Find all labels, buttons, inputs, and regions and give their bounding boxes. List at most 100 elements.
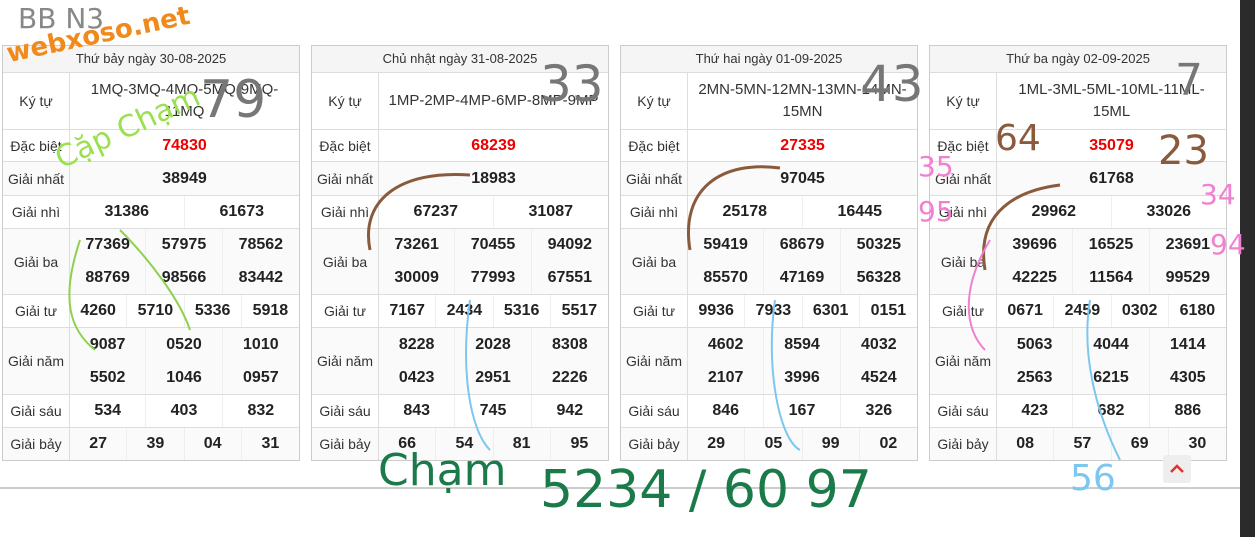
- row-label: Giải bảy: [312, 428, 379, 460]
- prize-number: 4032: [861, 335, 897, 353]
- prize-values: 35079: [997, 130, 1226, 161]
- code-row: Ký tự 1MQ-3MQ-4MQ-5MQ-9MQ-11MQ: [3, 72, 299, 129]
- prize-row: Giải tư 9936 7933 6301 0151: [621, 294, 917, 327]
- prize-values: 4260 5710 5336 5918: [70, 295, 299, 327]
- prize-number: 94092: [547, 236, 593, 254]
- prize-number: 25178: [688, 196, 803, 228]
- prize-values: 534 403 832: [70, 395, 299, 427]
- prize-row: Giải nhì 31386 61673: [3, 195, 299, 228]
- prize-values: 9087 0520 1010 5502 1046 0957: [70, 328, 299, 394]
- prize-values: 29962 33026: [997, 196, 1226, 228]
- prize-number: 42225: [997, 261, 1074, 294]
- prize-row: Giải nhất 97045: [621, 161, 917, 195]
- results-area: Thứ bảy ngày 30-08-2025 Ký tự 1MQ-3MQ-4MQ-…: [0, 45, 1240, 489]
- prize-number: 8594: [764, 328, 841, 361]
- prize-number: 423: [997, 395, 1074, 427]
- prize-number: 2434: [436, 295, 494, 327]
- table-date: Thứ ba ngày 02-09-2025: [930, 46, 1226, 72]
- prize-values: 27335: [688, 130, 917, 161]
- prize-row: Giải ba 39696 16525 23691 42225 11564 99529: [930, 228, 1226, 294]
- handwritten-note: 5234 / 60 97: [540, 460, 872, 520]
- prize-row: Giải nhất 61768: [930, 161, 1226, 195]
- prize-number: 4260: [70, 295, 128, 327]
- prize-number: 3996: [764, 361, 841, 394]
- prize-values: 67237 31087: [379, 196, 608, 228]
- row-label: Giải ba: [3, 229, 70, 294]
- prize-values: 39696 16525 23691 42225 11564 99529: [997, 229, 1226, 294]
- prize-row: Giải ba 73261 70455 94092 30009 77993 67551: [312, 228, 608, 294]
- prize-number: 2951: [455, 361, 532, 394]
- prize-number: 832: [247, 402, 275, 419]
- prize-number: 5517: [561, 302, 598, 319]
- prize-number: 39: [127, 428, 185, 460]
- prize-number: 29: [688, 428, 746, 460]
- prize-number: 0151: [870, 302, 907, 319]
- row-label: Giải sáu: [621, 395, 688, 427]
- prize-values: 61768: [997, 162, 1226, 195]
- prize-number: 0520: [146, 328, 223, 361]
- prize-number: 59419: [688, 229, 765, 262]
- row-label: Giải nhì: [312, 196, 379, 228]
- prize-row: Giải bảy 29 05 99 02: [621, 427, 917, 460]
- prize-row: Giải tư 4260 5710 5336 5918: [3, 294, 299, 327]
- prize-number: 0957: [243, 368, 279, 386]
- prize-number: 403: [146, 395, 223, 427]
- prize-values: 7167 2434 5316 5517: [379, 295, 608, 327]
- row-label: Giải bảy: [621, 428, 688, 460]
- prize-number: 1414: [1170, 335, 1206, 353]
- table-date: Thứ bảy ngày 30-08-2025: [3, 46, 299, 72]
- prize-number: 78562: [238, 236, 284, 254]
- prize-number: 83442: [238, 268, 284, 286]
- prize-number: 4305: [1170, 368, 1206, 386]
- code-row: Ký tự 1ML-3ML-5ML-10ML-11ML-15ML: [930, 72, 1226, 129]
- prize-values: 4602 8594 4032 2107 3996 4524: [688, 328, 917, 394]
- prize-row: Giải ba 59419 68679 50325 85570 47169 56328: [621, 228, 917, 294]
- prize-number: 57975: [146, 229, 223, 262]
- prize-number: 326: [865, 402, 893, 419]
- prize-number: 38949: [162, 169, 207, 187]
- prize-values: 27 39 04 31: [70, 428, 299, 460]
- prize-number: 85570: [688, 261, 765, 294]
- prize-number: 5336: [185, 295, 242, 327]
- prize-row: Giải nhì 29962 33026: [930, 195, 1226, 228]
- scroll-top-button[interactable]: [1163, 455, 1191, 483]
- prize-number: 16525: [1073, 229, 1150, 262]
- prize-number: 682: [1073, 395, 1150, 427]
- prize-number: 1046: [146, 361, 223, 394]
- prize-number: 5918: [252, 302, 289, 319]
- code-value: 1ML-3ML-5ML-10ML-11ML-15ML: [1018, 81, 1205, 120]
- prize-number: 29962: [997, 196, 1112, 228]
- prize-number: 61768: [1089, 169, 1134, 187]
- prize-number: 5502: [70, 361, 147, 394]
- prize-number: 35079: [1089, 136, 1134, 154]
- handwritten-note: 95: [918, 195, 954, 228]
- prize-values: 74830: [70, 130, 299, 161]
- prize-number: 11564: [1073, 261, 1150, 294]
- prize-number: 31: [261, 435, 280, 452]
- row-label: Ký tự: [930, 73, 997, 129]
- prize-row: Giải năm 8228 2028 8308 0423 2951 2226: [312, 327, 608, 394]
- prize-number: 6215: [1073, 361, 1150, 394]
- prize-values: 25178 16445: [688, 196, 917, 228]
- prize-row: Giải tư 0671 2459 0302 6180: [930, 294, 1226, 327]
- prize-number: 27: [70, 428, 128, 460]
- prize-values: 9936 7933 6301 0151: [688, 295, 917, 327]
- row-label: Giải tư: [312, 295, 379, 327]
- prize-number: 6301: [803, 295, 860, 327]
- row-label: Giải tư: [930, 295, 997, 327]
- table-date: Thứ hai ngày 01-09-2025: [621, 46, 917, 72]
- prize-number: 02: [879, 435, 898, 452]
- prize-number: 4602: [688, 328, 765, 361]
- prize-number: 745: [455, 395, 532, 427]
- prize-row: Đặc biệt 68239: [312, 129, 608, 161]
- prize-number: 05: [745, 428, 803, 460]
- prize-number: 95: [570, 435, 589, 452]
- row-label: Ký tự: [621, 73, 688, 129]
- handwritten-note: 64: [995, 118, 1041, 159]
- prize-row: Giải nhì 25178 16445: [621, 195, 917, 228]
- prize-number: 33026: [1146, 203, 1192, 220]
- row-label: Giải sáu: [312, 395, 379, 427]
- prize-number: 9087: [70, 328, 147, 361]
- row-label: Giải tư: [621, 295, 688, 327]
- result-table: Thứ bảy ngày 30-08-2025 Ký tự 1MQ-3MQ-4MQ-…: [2, 45, 300, 461]
